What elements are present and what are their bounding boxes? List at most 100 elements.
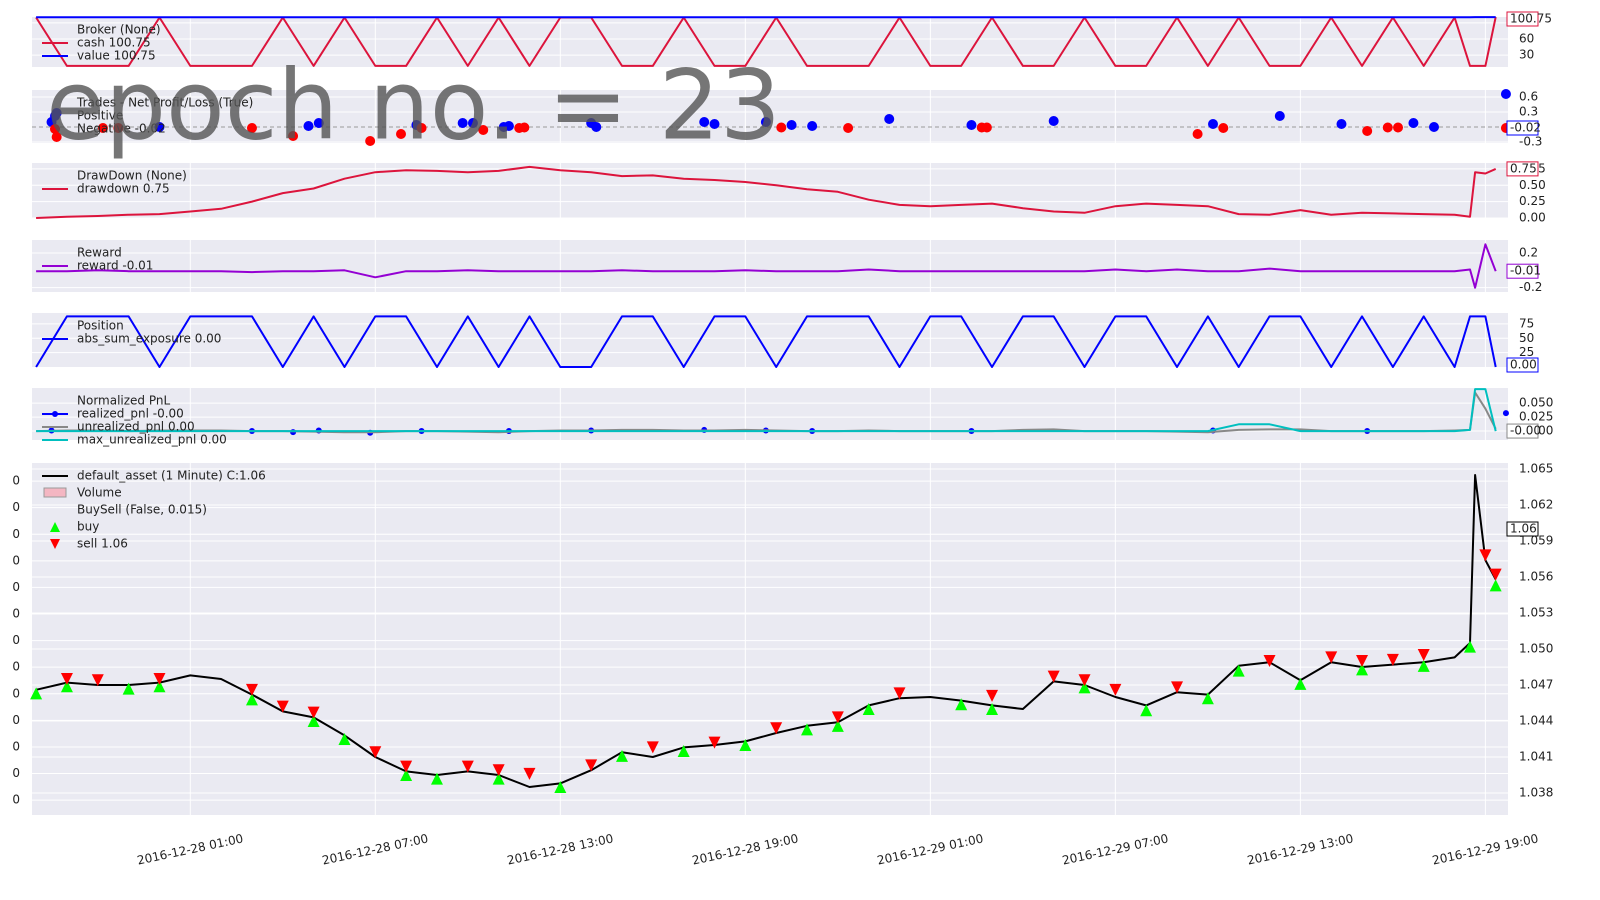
sell-marker [153, 673, 166, 686]
point [365, 136, 376, 146]
series-line [36, 243, 1497, 289]
y2-tick-label: 0 [12, 686, 20, 700]
last-value-label: -0.01 [1510, 264, 1541, 278]
legend-label: Volume [77, 486, 122, 500]
point [884, 114, 895, 124]
buy-marker [1417, 659, 1430, 672]
y-tick-label: -0.3 [1519, 135, 1542, 149]
point [1192, 129, 1203, 139]
point [1428, 122, 1439, 132]
y-tick-label: 50 [1519, 331, 1534, 345]
point [52, 411, 58, 417]
point [246, 123, 257, 133]
x-tick-label: 2016-12-29 13:00 [1246, 831, 1355, 867]
x-tick-label: 2016-12-28 07:00 [321, 831, 430, 867]
y2-tick-label: 0 [12, 633, 20, 647]
sell-marker [1109, 683, 1122, 696]
point [503, 121, 514, 131]
sell-marker [585, 759, 598, 772]
y-tick-label: 0.25 [1519, 194, 1546, 208]
y2-tick-label: 0 [12, 527, 20, 541]
y2-tick-label: 0 [12, 766, 20, 780]
y2-tick-label: 0 [12, 580, 20, 594]
y2-tick-label: 0 [12, 793, 20, 807]
point [699, 117, 710, 127]
buy-marker [30, 687, 43, 700]
legend-label: default_asset (1 Minute) C:1.06 [77, 469, 266, 483]
y-tick-label: 1.062 [1519, 498, 1553, 512]
y-tick-label: 0.050 [1519, 396, 1553, 410]
point [966, 120, 977, 130]
y2-tick-label: 0 [12, 660, 20, 674]
buy-marker [245, 693, 258, 706]
last-value-box [1506, 120, 1539, 136]
point [1336, 119, 1347, 129]
point [1408, 118, 1419, 128]
point [843, 123, 854, 133]
y-tick-label: -0.2 [1519, 280, 1542, 294]
epoch-overlay: epoch no. = 23 [46, 49, 781, 161]
buy-marker [862, 703, 875, 716]
point [1274, 111, 1285, 121]
sell-marker [60, 673, 73, 686]
y-tick-label: 1.047 [1519, 678, 1553, 692]
point [457, 118, 468, 128]
point [97, 123, 108, 133]
sell-marker [461, 760, 474, 773]
legend-label: value 100.75 [77, 49, 156, 63]
point [50, 111, 60, 121]
panel-background [32, 90, 1508, 143]
point [1362, 126, 1373, 136]
y-tick-label: 25 [1519, 345, 1534, 359]
point [113, 123, 124, 133]
point [709, 119, 720, 129]
y-tick-label: 0.025 [1519, 410, 1553, 424]
y-tick-label: 0.3 [1519, 105, 1538, 119]
point [760, 117, 771, 127]
legend-label: unrealized_pnl 0.00 [77, 420, 195, 434]
legend-label: Positive [77, 109, 123, 123]
legend-label: sell 1.06 [77, 537, 128, 551]
buy-marker [615, 749, 628, 762]
series-line [35, 16, 1497, 67]
point [303, 121, 314, 131]
x-tick-label: 2016-12-28 13:00 [506, 831, 615, 867]
series-line [36, 165, 1497, 219]
buy-marker [60, 680, 73, 693]
legend-title: Position [77, 319, 124, 333]
y-tick-label: 30 [1519, 48, 1534, 62]
y-tick-label: 1.038 [1519, 786, 1553, 800]
panel-background [32, 240, 1508, 292]
sell-marker [646, 741, 659, 754]
point [1048, 116, 1059, 126]
buy-marker [1356, 663, 1369, 676]
y2-tick-label: 0 [12, 713, 20, 727]
last-value-box [1506, 357, 1539, 373]
y-tick-label: 0.00 [1519, 211, 1546, 225]
x-tick-label: 2016-12-28 19:00 [691, 831, 800, 867]
buy-marker [677, 745, 690, 758]
point [591, 122, 602, 132]
y-tick-label: 1.056 [1519, 570, 1553, 584]
buy-marker [554, 781, 567, 794]
sell-marker [50, 539, 60, 549]
point [478, 125, 489, 135]
sell-marker [1356, 655, 1369, 668]
panel-background [32, 163, 1508, 218]
sell-marker [1417, 649, 1430, 662]
point [1393, 122, 1404, 133]
sell-marker [276, 700, 289, 713]
sell-marker [1047, 670, 1060, 683]
buy-marker [1078, 681, 1091, 694]
last-value-box [1506, 11, 1539, 27]
last-value-label: 0.75 [1510, 161, 1537, 175]
sell-marker [492, 764, 505, 777]
legend-group: BuySell (False, 0.015) [77, 503, 207, 517]
point [981, 122, 992, 133]
series-line [35, 315, 1497, 368]
buy-marker [338, 733, 351, 746]
legend-label: cash 100.75 [77, 36, 151, 50]
buy-marker [1140, 704, 1153, 717]
